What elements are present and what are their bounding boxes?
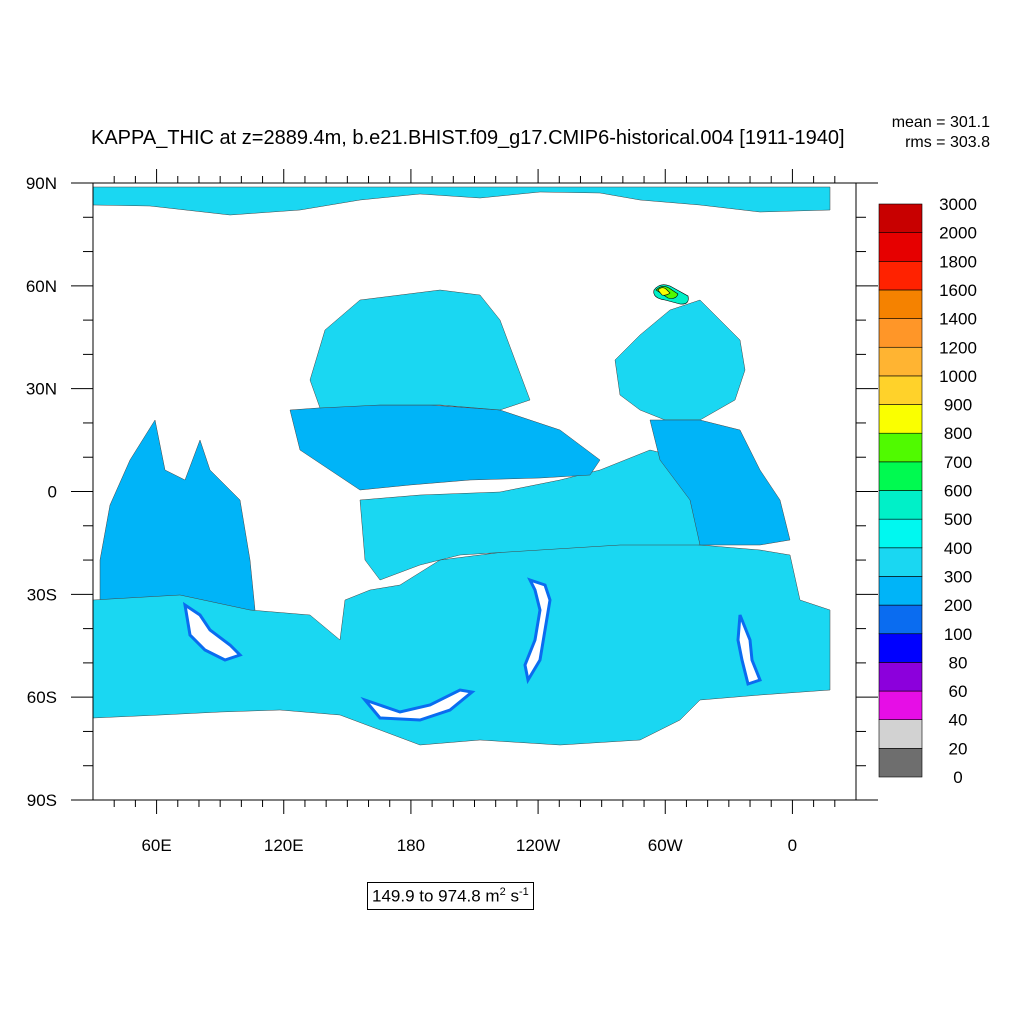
colorbar-label: 1400 <box>939 310 977 329</box>
colorbar-swatch <box>878 662 923 692</box>
colorbar-swatch <box>878 260 923 291</box>
colorbar-swatch <box>878 203 923 233</box>
y-tick-label: 30N <box>26 380 57 399</box>
ocean-region <box>93 539 831 746</box>
x-tick-label: 120W <box>516 836 560 855</box>
chart-title: KAPPA_THIC at z=2889.4m, b.e21.BHIST.f09… <box>91 127 845 149</box>
ocean-region <box>309 289 531 411</box>
colorbar-swatch <box>878 490 923 520</box>
colorbar-swatch <box>878 318 923 348</box>
colorbar: 0 20 40 60 80 100 200 300 400 500 600 700 800 900 1000… <box>878 195 977 787</box>
ocean-region <box>649 419 791 546</box>
y-tick-label: 60N <box>26 277 57 296</box>
colorbar-swatch <box>878 748 923 778</box>
ridge-outline <box>182 601 243 662</box>
colorbar-label: 1000 <box>939 367 977 386</box>
colorbar-swatch <box>878 604 923 635</box>
x-tick-label: 0 <box>788 836 797 855</box>
x-tick-label: 120E <box>264 836 304 855</box>
y-tick-label: 90N <box>26 174 57 193</box>
colorbar-label: 600 <box>944 482 972 501</box>
y-tick-label: 60S <box>27 688 57 707</box>
mean-stat: mean = 301.1 <box>891 114 990 131</box>
axis-labels: 60E 120E 180 120W 60W 0 90N 60N 30N 0 30S 60S 90S <box>26 174 797 855</box>
colorbar-label: 2000 <box>939 224 977 243</box>
ridge-outline <box>360 688 476 722</box>
ocean-region <box>99 419 256 616</box>
x-tick-label: 180 <box>397 836 425 855</box>
ridge-outline <box>736 614 762 686</box>
colorbar-label: 1200 <box>939 338 977 357</box>
colorbar-swatch <box>878 289 923 319</box>
colorbar-swatch <box>878 719 923 749</box>
colorbar-swatch <box>878 547 923 577</box>
colorbar-label: 300 <box>944 567 972 586</box>
colorbar-swatch <box>878 404 923 434</box>
colorbar-label: 1600 <box>939 281 977 300</box>
y-tick-label: 30S <box>27 585 57 604</box>
range-label: 149.9 to 974.8 m2 s-1 <box>367 882 534 910</box>
rms-stat: rms = 303.8 <box>905 134 990 151</box>
colorbar-label: 500 <box>944 510 972 529</box>
colorbar-label: 900 <box>944 396 972 415</box>
colorbar-swatch <box>878 518 923 549</box>
colorbar-swatch <box>878 432 923 463</box>
colorbar-swatch <box>878 232 923 262</box>
colorbar-label: 80 <box>949 653 968 672</box>
map-field <box>93 186 831 746</box>
colorbar-swatch <box>878 461 923 491</box>
colorbar-swatch <box>878 576 923 606</box>
colorbar-label: 100 <box>944 625 972 644</box>
colorbar-swatch <box>878 690 923 720</box>
x-tick-label: 60E <box>141 836 171 855</box>
y-tick-label: 90S <box>27 791 57 810</box>
axis-ticks <box>71 169 878 814</box>
colorbar-swatch <box>878 375 923 405</box>
colorbar-label: 700 <box>944 453 972 472</box>
colorbar-swatch <box>878 346 923 377</box>
colorbar-label: 20 <box>949 739 968 758</box>
y-tick-label: 0 <box>48 483 57 502</box>
ocean-region <box>614 299 746 421</box>
colorbar-label: 40 <box>949 711 968 730</box>
ocean-region <box>289 404 601 491</box>
colorbar-label: 60 <box>949 682 968 701</box>
x-tick-label: 60W <box>648 836 683 855</box>
colorbar-label: 3000 <box>939 195 977 214</box>
colorbar-swatch <box>878 633 923 663</box>
colorbar-label: 1800 <box>939 252 977 271</box>
ocean-region <box>93 186 831 216</box>
colorbar-label: 0 <box>953 768 962 787</box>
colorbar-label: 200 <box>944 596 972 615</box>
hotspot-core <box>657 287 671 296</box>
ridge-outline <box>523 577 552 685</box>
colorbar-label: 800 <box>944 424 972 443</box>
colorbar-label: 400 <box>944 539 972 558</box>
